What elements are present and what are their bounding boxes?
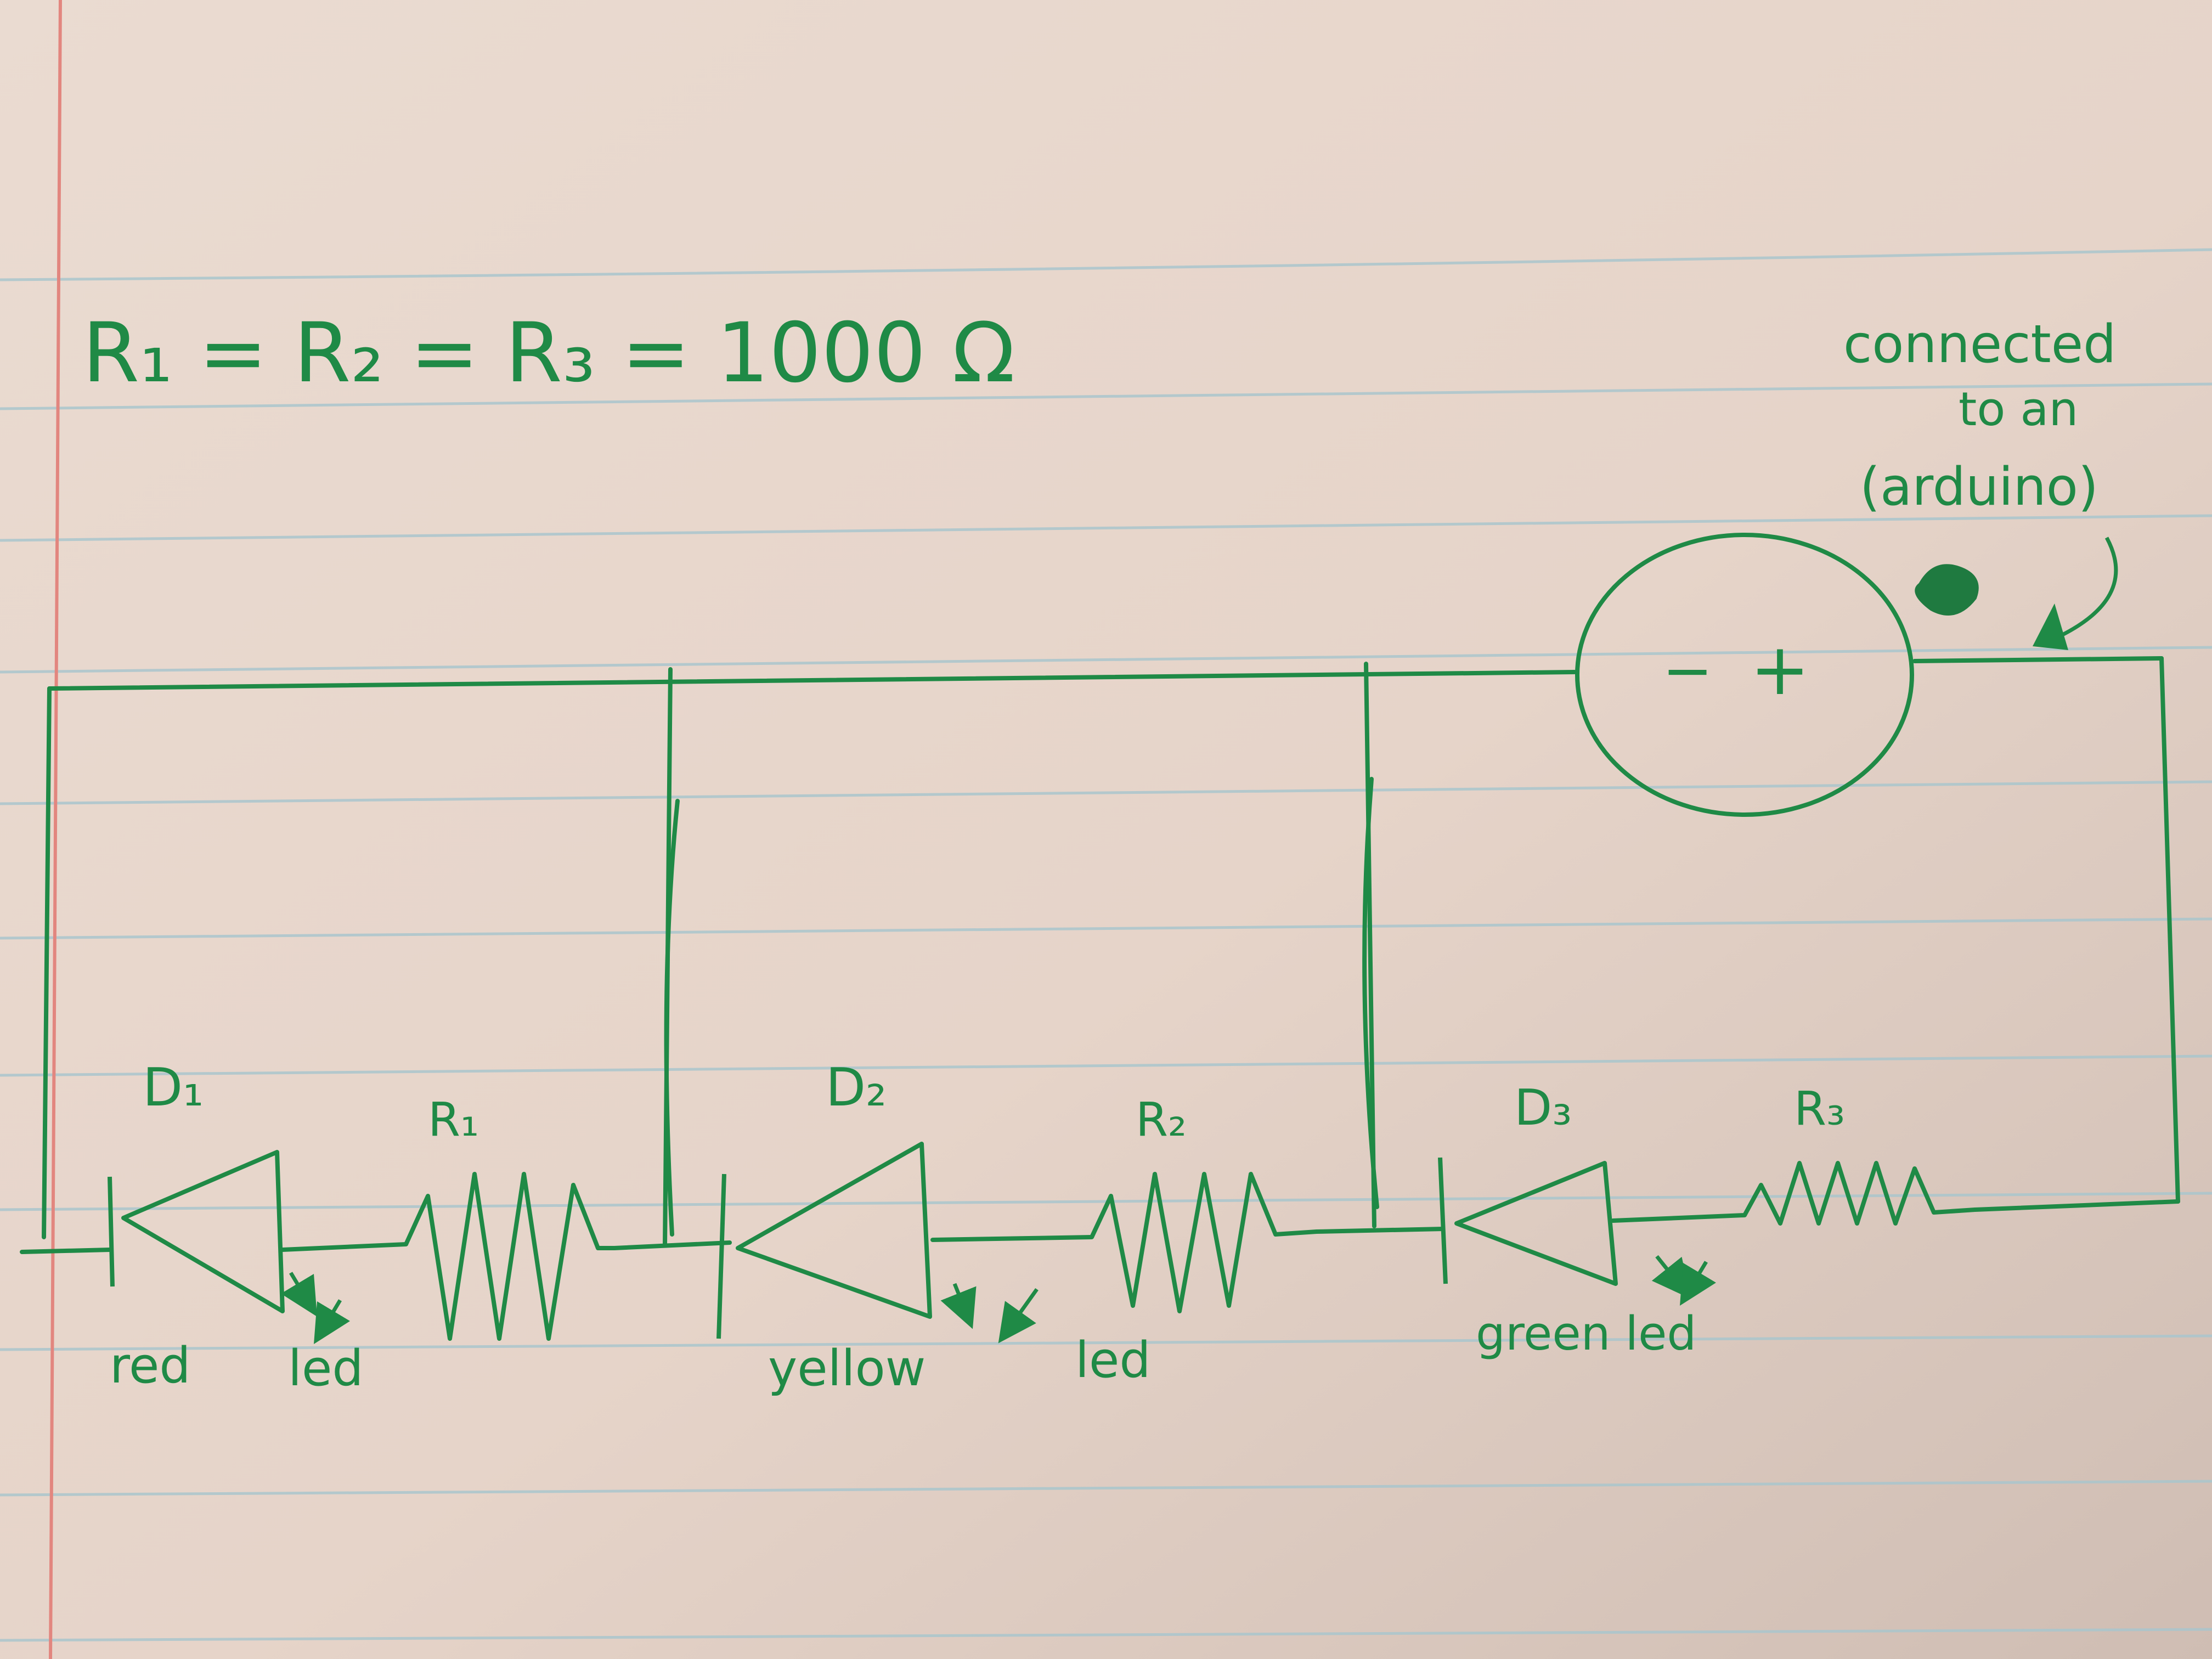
rule-line [0,1628,2212,1642]
bottom-wire [20,1248,112,1254]
resistor-label: R₂ [1136,1093,1187,1147]
emission-arrows [940,1283,1039,1344]
rule-line [0,1480,2212,1497]
resistor-label: R₃ [1794,1082,1845,1136]
circuit-wires [20,656,2180,1254]
diode-bar [1438,1157,1448,1284]
led-color-label: red [110,1337,191,1395]
bottom-wire [1973,1199,2180,1212]
branch-wire-2 [1364,662,1376,1228]
annotation-line-3: (arduino) [1860,457,2098,517]
rule-line [0,248,2212,281]
annotation: connected to an (arduino) [1843,314,2118,650]
resistor-r2 [1090,1172,1317,1313]
branch-3: D₃ R₃ green led [1438,1079,1976,1361]
led-word-label: led [288,1340,364,1397]
diode-label: D₂ [826,1058,887,1118]
branch-wire-1b [664,799,680,1237]
branch-wire-2b [1362,777,1379,1209]
light-arrow-icon [998,1288,1039,1344]
light-arrow-icon [1679,1261,1717,1306]
diode-d1 [108,1150,285,1313]
resistor-equation: R₁ = R₂ = R₃ = 1000 Ω [82,306,1015,401]
bottom-wire [1611,1213,1747,1223]
annotation-arrowhead [2033,603,2068,650]
emission-arrows [280,1272,351,1345]
diode-triangle [736,1142,932,1319]
rule-line [0,1054,2212,1077]
led-word-label: led [1075,1331,1151,1389]
diode-label: D₃ [1514,1079,1572,1137]
led-color-label: green led [1476,1307,1696,1361]
diode-d2 [716,1142,932,1339]
light-arrow-icon [280,1272,318,1317]
led-color-label: yellow [768,1340,926,1397]
rule-line [0,780,2212,805]
bottom-wire [1314,1227,1445,1234]
annotation-line-1: connected [1843,314,2116,375]
source-plus: + [1750,628,1810,711]
top-wire-right [1912,656,2164,663]
rule-line [0,1334,2212,1351]
resistor-r1 [404,1172,614,1341]
diode-bar [108,1176,115,1287]
bottom-wire [930,1235,1094,1242]
diode-triangle [1454,1161,1618,1286]
light-arrow-icon [1651,1255,1691,1299]
bottom-wire [612,1240,732,1250]
light-arrow-icon [313,1299,351,1345]
branch-1: D₁ R₁ red led [108,1058,614,1397]
resistor-label: R₁ [428,1093,479,1147]
voltage-source: − + [1575,533,1914,817]
annotation-line-2: to an [1959,382,2078,437]
resistor-r3 [1742,1161,1976,1226]
diode-d3 [1438,1157,1618,1286]
bottom-wire [280,1242,408,1252]
annotation-arrow [2040,537,2118,647]
branch-2: D₂ R₂ yellow led [716,1058,1317,1397]
emission-arrows [1651,1255,1717,1306]
right-wire [2159,656,2180,1204]
ruled-lines [0,248,2212,1642]
light-arrow-icon [940,1283,977,1329]
diode-triangle [121,1150,285,1313]
source-circle [1575,533,1914,817]
rule-line [0,917,2212,940]
diode-bar [716,1173,726,1339]
top-wire [47,670,1577,691]
margin-line [49,0,62,1659]
source-minus: − [1662,635,1713,706]
scribble-mark [1915,564,1979,616]
left-wire [42,686,52,1239]
diode-label: D₁ [143,1058,204,1118]
